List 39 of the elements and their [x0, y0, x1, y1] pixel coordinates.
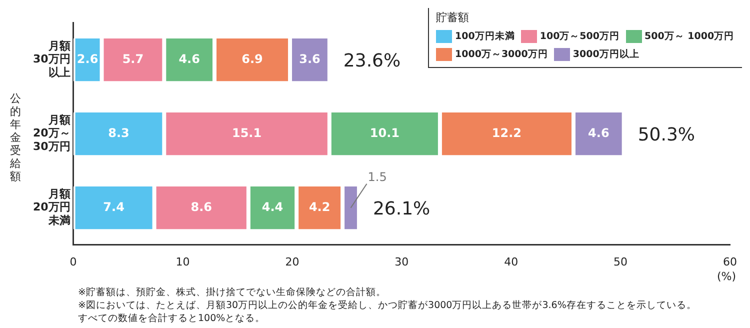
data-label: 1.5: [368, 170, 387, 184]
text: すべての数値を合計すると100%となる。: [78, 312, 266, 325]
data-label: 5.7: [122, 52, 144, 66]
text: ※貯蓄額は、預貯金、株式、掛け捨てでない生命保険などの合計額。: [78, 286, 387, 299]
data-label: 4.6: [588, 126, 610, 140]
data-label: 7.4: [103, 200, 124, 214]
x-tick-label: 50: [614, 255, 628, 268]
legend-label: 1000万～3000万円: [454, 48, 548, 61]
data-label: 10.1: [370, 126, 400, 140]
legend-label: 100万円未満: [454, 30, 515, 43]
y-tick-label: 月額30万円以上: [32, 39, 70, 79]
x-tick-label: 40: [504, 255, 518, 268]
data-label: 8.6: [190, 200, 212, 214]
y-tick-label: 月額20万～30万円: [32, 113, 70, 153]
data-label: 3.6: [299, 52, 320, 66]
data-label: 4.6: [178, 52, 200, 66]
y-axis-title: 公的年金受給額: [10, 92, 21, 183]
legend-label: 100万～500万円: [538, 30, 620, 43]
legend-label: 3000万円以上: [572, 48, 640, 61]
y-tick-label: 月額20万円未満: [32, 187, 70, 227]
text: ※図においては、たとえば、月額30万円以上の公的年金を受給し、かつ貯蓄が3000万円以上ある世帯が3.6%存在することを示している。: [78, 299, 696, 312]
legend-title: 貯蓄額: [436, 10, 470, 25]
total-label: 26.1%: [372, 198, 430, 220]
total-label: 50.3%: [638, 124, 696, 146]
data-label: 4.4: [262, 200, 284, 214]
data-label: 12.2: [492, 126, 522, 140]
x-tick-label: 30: [394, 255, 409, 268]
x-tick-label: 60: [723, 255, 737, 268]
data-label: 4.2: [308, 200, 330, 214]
data-label: 15.1: [232, 126, 262, 140]
x-tick-label: 10: [176, 255, 190, 268]
x-tick-label: 20: [285, 255, 300, 268]
x-axis-title: (%): [716, 270, 736, 283]
data-label: 2.6: [76, 52, 98, 66]
data-label: 6.9: [242, 52, 263, 66]
x-tick-label: 0: [70, 255, 77, 268]
data-label: 8.3: [108, 126, 130, 140]
legend-label: 500万～ 1000万円: [644, 30, 734, 43]
total-label: 23.6%: [343, 50, 401, 72]
